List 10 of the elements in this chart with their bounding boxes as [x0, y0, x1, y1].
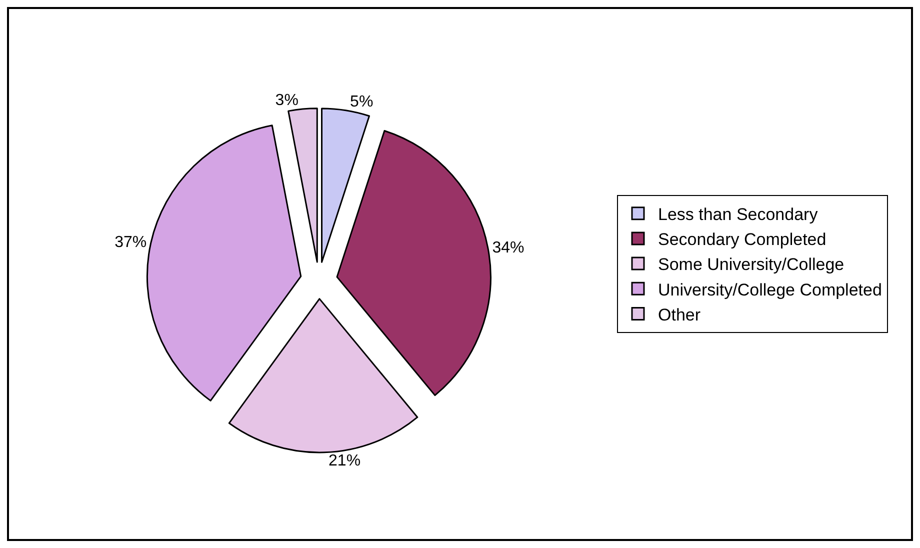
data-label: 5%	[350, 94, 374, 111]
legend-label: Secondary Completed	[658, 230, 826, 250]
legend-label: University/College Completed	[658, 280, 882, 300]
data-label: 3%	[275, 92, 298, 110]
data-label: 34%	[492, 239, 524, 256]
data-label: 21%	[328, 452, 361, 470]
legend-label: Other	[658, 305, 701, 324]
legend-label: Some University/College	[658, 255, 844, 274]
data-label: 37%	[114, 234, 147, 251]
legend-label: Less than Secondary	[658, 204, 818, 224]
